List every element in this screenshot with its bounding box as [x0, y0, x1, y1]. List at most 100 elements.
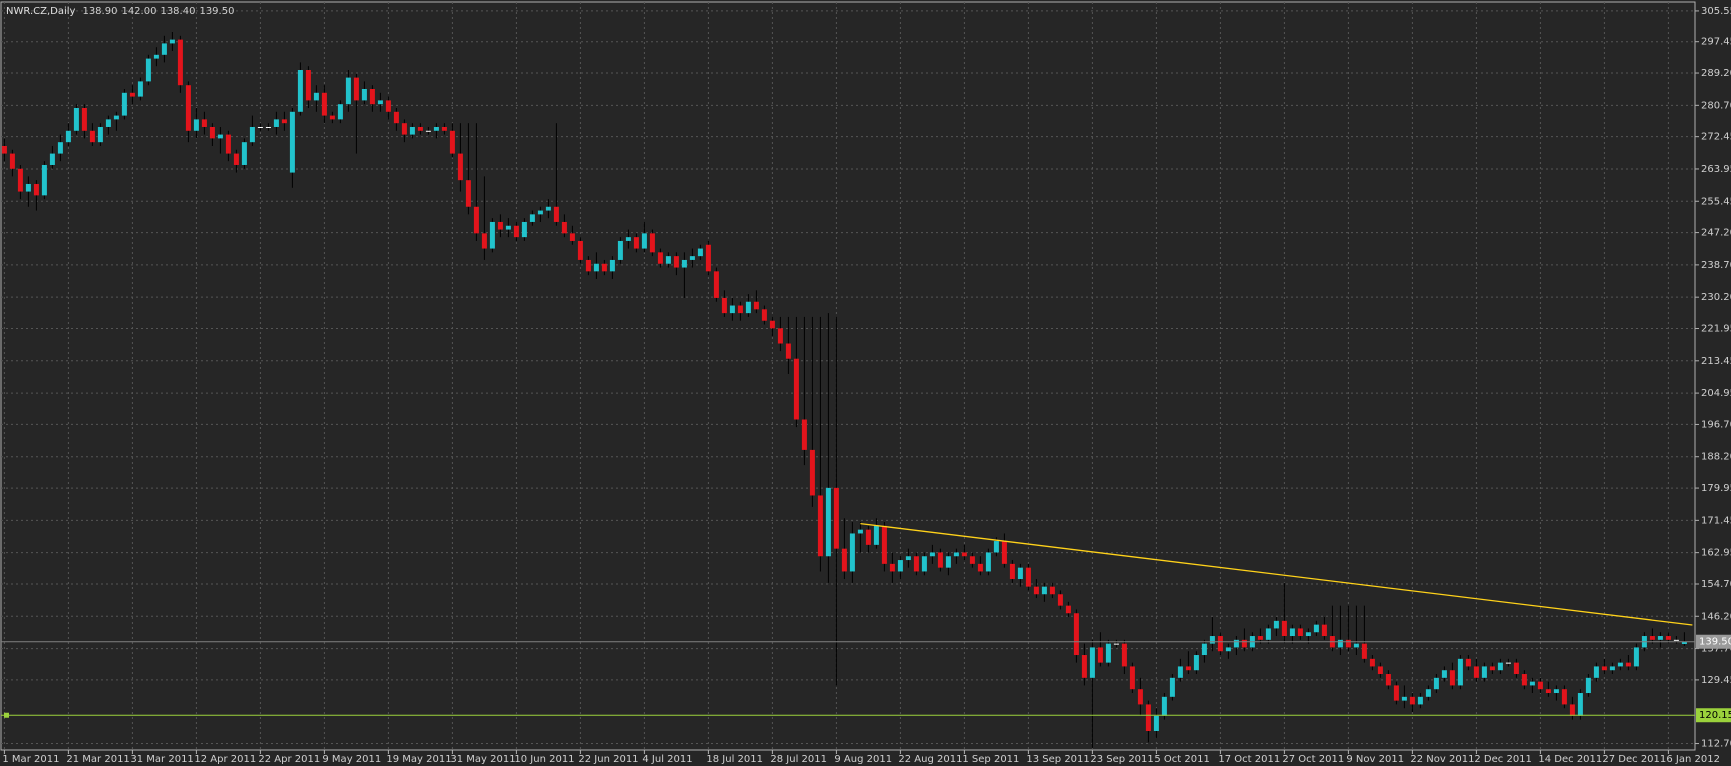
x-tick-label: 1 Sep 2011 — [962, 754, 1019, 765]
x-tick-label: 22 Aug 2011 — [898, 754, 962, 765]
y-tick-label: 188.20 — [1701, 452, 1731, 463]
candle-body — [1577, 693, 1583, 716]
candle-body — [1001, 541, 1007, 564]
candle-body — [233, 153, 239, 165]
candle-body — [1113, 643, 1119, 645]
candle-body — [1257, 636, 1263, 640]
candle-body — [305, 70, 311, 101]
candle-body — [1241, 639, 1247, 648]
high-label: 142.00 — [121, 6, 156, 17]
candle-body — [185, 85, 191, 131]
candle-body — [425, 130, 431, 132]
candle-body — [1593, 666, 1599, 678]
candle-body — [481, 233, 487, 249]
candle-body — [249, 126, 255, 143]
candle-body — [441, 126, 447, 131]
candle-body — [1505, 662, 1511, 664]
low-label: 138.40 — [160, 6, 195, 17]
candle-body — [1065, 605, 1071, 614]
candle-body — [1353, 643, 1359, 648]
candle-body — [593, 263, 599, 272]
candle-body — [1057, 594, 1063, 606]
candle-body — [1321, 624, 1327, 637]
bid-label: 139.50 — [1699, 637, 1731, 648]
candle-body — [113, 115, 119, 120]
chart-title: NWR.CZ,Daily — [6, 6, 76, 17]
candle-body — [865, 529, 871, 545]
y-tick-label: 247.20 — [1701, 228, 1731, 239]
candle-body — [1081, 655, 1087, 678]
candle-body — [1073, 613, 1079, 656]
candle-body — [121, 92, 127, 116]
candle-body — [153, 54, 159, 59]
candle-body — [945, 556, 951, 568]
candle-body — [1273, 620, 1279, 629]
candle-body — [1017, 567, 1023, 580]
x-tick-label: 1 Mar 2011 — [2, 754, 59, 765]
candle-body — [745, 301, 751, 314]
candle-body — [337, 104, 343, 120]
candle-body — [1129, 666, 1135, 690]
candle-body — [1049, 586, 1055, 595]
level-box — [1696, 708, 1731, 723]
candle-body — [273, 119, 279, 127]
x-tick-label: 22 Apr 2011 — [258, 754, 320, 765]
close-label: 139.50 — [199, 6, 234, 17]
candle-body — [1145, 704, 1151, 732]
candle-body — [1185, 666, 1191, 671]
candle-body — [1393, 685, 1399, 701]
candle-body — [537, 210, 543, 215]
candle-body — [769, 320, 775, 329]
candle-body — [801, 419, 807, 450]
candle-body — [353, 77, 359, 101]
candle-body — [1209, 636, 1215, 644]
candle-body — [785, 343, 791, 359]
x-tick-label: 31 Mar 2011 — [130, 754, 193, 765]
candle-body — [417, 126, 423, 131]
candle-body — [1489, 666, 1495, 671]
trend-line — [860, 522, 1693, 626]
candle-body — [17, 168, 23, 192]
candle-body — [473, 206, 479, 234]
candle-body — [1377, 666, 1383, 675]
y-tick-label: 297.45 — [1701, 37, 1731, 48]
candle-body — [857, 529, 863, 534]
candle-body — [145, 58, 151, 82]
candle-body — [753, 301, 759, 310]
candle-body — [1617, 662, 1623, 667]
candle-body — [345, 77, 351, 105]
candle-body — [1201, 643, 1207, 656]
candle-body — [737, 305, 743, 314]
candle-body — [433, 126, 439, 131]
candle-body — [617, 240, 623, 260]
candle-body — [993, 541, 999, 553]
candle-body — [1121, 643, 1127, 667]
candle-body — [889, 563, 895, 572]
candle-body — [969, 556, 975, 564]
candle-body — [1657, 636, 1663, 640]
candle-body — [929, 552, 935, 557]
x-tick-label: 22 Nov 2011 — [1410, 754, 1474, 765]
candle-body — [297, 70, 303, 112]
candle-body — [409, 126, 415, 135]
candle-body — [1609, 666, 1615, 671]
candle-body — [81, 107, 87, 131]
candle-body — [161, 43, 167, 55]
y-tick-label: 204.95 — [1701, 388, 1731, 399]
candle-body — [641, 233, 647, 249]
candle-body — [401, 123, 407, 135]
candle-body — [657, 252, 663, 264]
candle-body — [1633, 647, 1639, 667]
candle-body — [257, 126, 263, 128]
candle-body — [793, 358, 799, 420]
candle-body — [913, 556, 919, 572]
candle-body — [1401, 696, 1407, 701]
candle-body — [1, 145, 7, 154]
candle-body — [729, 305, 735, 314]
candle-body — [681, 259, 687, 268]
candle-body — [825, 487, 831, 557]
candle-body — [265, 126, 271, 128]
candle-body — [841, 548, 847, 572]
